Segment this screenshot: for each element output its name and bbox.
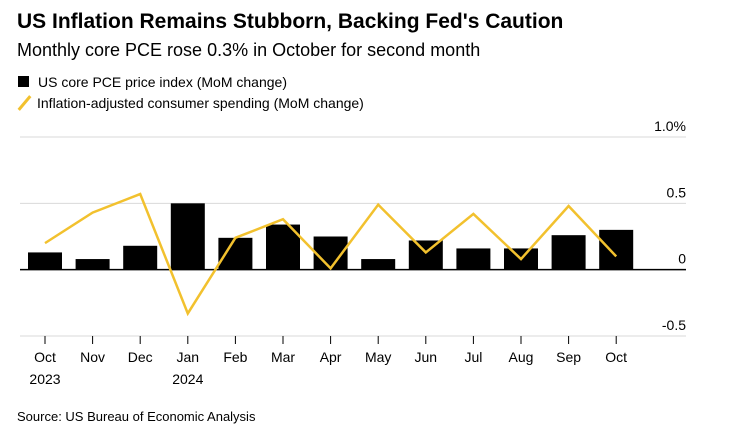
- bar: [551, 235, 586, 270]
- x-tick-label: Aug: [509, 349, 534, 365]
- chart-subtitle: Monthly core PCE rose 0.3% in October fo…: [17, 40, 481, 60]
- legend-item-line: Inflation-adjusted consumer spending (Mo…: [17, 92, 364, 113]
- bar: [75, 259, 110, 270]
- source-note: Source: US Bureau of Economic Analysis: [17, 409, 256, 424]
- bar: [599, 229, 634, 270]
- bar: [456, 248, 491, 270]
- x-tick-label: Nov: [80, 349, 105, 365]
- bar: [28, 252, 62, 270]
- bar: [408, 240, 443, 270]
- y-tick-label: -0.5: [662, 317, 686, 333]
- bar: [361, 259, 396, 270]
- x-tick-label: Feb: [223, 349, 247, 365]
- legend-bar-label: US core PCE price index (MoM change): [38, 73, 287, 90]
- x-tick-label: Dec: [128, 349, 153, 365]
- x-tick-label: Sep: [556, 349, 581, 365]
- legend-item-bar: US core PCE price index (MoM change): [17, 71, 364, 92]
- x-year-label: 2024: [172, 371, 203, 387]
- bar: [123, 245, 158, 270]
- x-tick-label: Jun: [415, 349, 438, 365]
- legend-line-label: Inflation-adjusted consumer spending (Mo…: [37, 94, 364, 111]
- x-tick-label: May: [365, 349, 391, 365]
- x-tick-label: Oct: [605, 349, 627, 365]
- chart-title: US Inflation Remains Stubborn, Backing F…: [17, 10, 564, 33]
- x-tick-label: Jul: [464, 349, 482, 365]
- y-tick-label: 1.0%: [654, 118, 686, 134]
- x-tick-label: Mar: [271, 349, 295, 365]
- y-tick-label: 0: [678, 251, 686, 267]
- x-tick-label: Apr: [320, 349, 342, 365]
- bar: [218, 237, 253, 270]
- bar: [170, 203, 205, 270]
- x-tick-label: Jan: [177, 349, 200, 365]
- spending-line: [44, 192, 618, 317]
- x-tick-label: Oct: [34, 349, 56, 365]
- legend: US core PCE price index (MoM change) Inf…: [17, 71, 364, 113]
- x-year-label: 2023: [29, 371, 60, 387]
- bar-swatch-icon: [18, 76, 29, 87]
- y-tick-label: 0.5: [667, 184, 687, 200]
